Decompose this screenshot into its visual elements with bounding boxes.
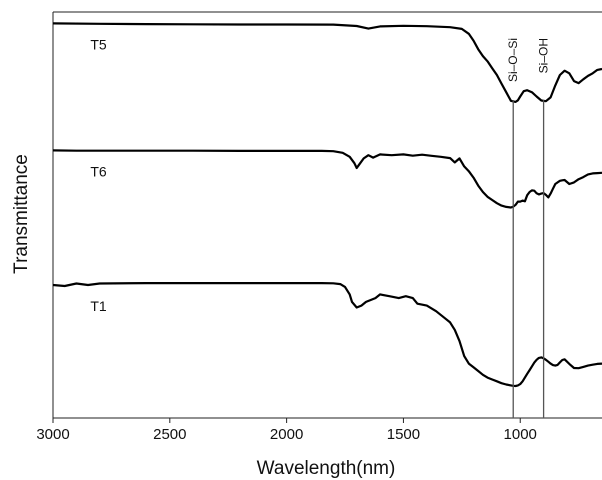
plot-frame [52, 11, 602, 419]
series-layer [52, 22, 602, 388]
x-tick-label: 3000 [36, 426, 69, 443]
x-axis: 3000 2500 2000 1500 1000 [36, 418, 537, 443]
y-axis-title: Transmittance [11, 154, 32, 274]
series-line-t5 [52, 22, 602, 103]
series-line-t6 [52, 149, 602, 209]
x-tick-label: 2500 [153, 426, 186, 443]
series-line-t1 [52, 282, 602, 388]
annotation-label-1: Si–O–Si [506, 38, 520, 82]
series-label-t5: T5 [90, 36, 107, 52]
annotation-layer: Si–O–Si Si–OH [506, 38, 551, 418]
series-label-t1: T1 [90, 298, 107, 314]
x-tick-label: 1000 [504, 426, 537, 443]
x-tick-label: 2000 [270, 426, 303, 443]
label-layer: T5 T6 T1 [90, 36, 107, 314]
x-tick-label: 1500 [387, 426, 420, 443]
series-label-t6: T6 [90, 163, 107, 179]
annotation-label-2: Si–OH [537, 38, 551, 73]
x-axis-title: Wavelength(nm) [257, 458, 396, 479]
